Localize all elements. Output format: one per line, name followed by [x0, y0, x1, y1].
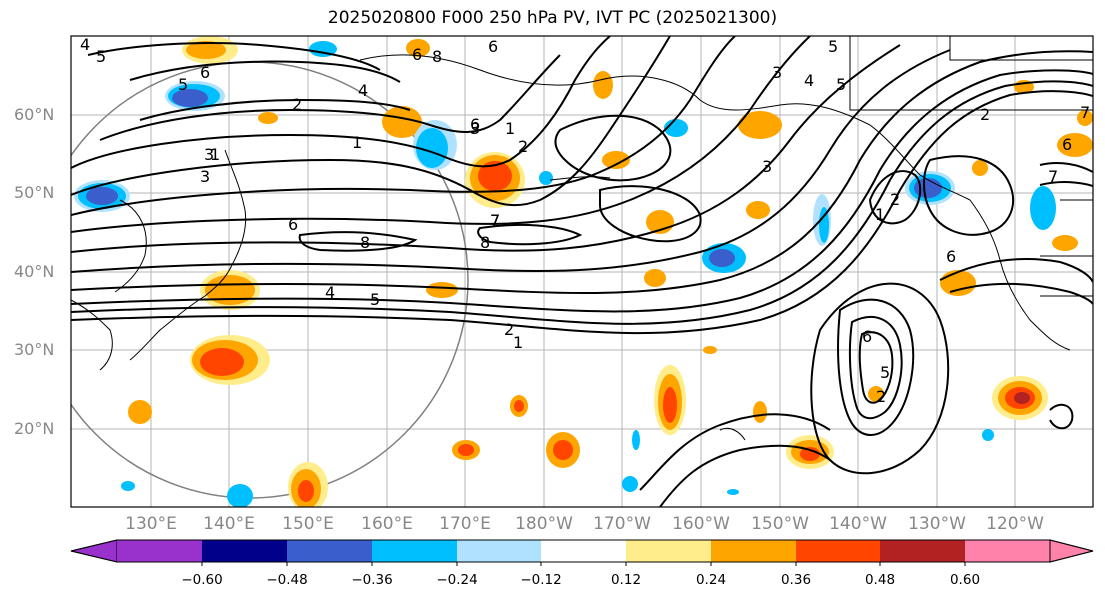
- contour-label: 5: [96, 47, 106, 66]
- contour-label: 5: [370, 290, 380, 309]
- contour-label: 1: [875, 205, 885, 224]
- contour-label: 6: [470, 115, 480, 134]
- contour-label: 4: [80, 35, 90, 54]
- contour-label: 1: [352, 133, 362, 152]
- colorbar-bin: [457, 540, 541, 562]
- contour-label: 2: [876, 387, 886, 406]
- colorbar-bin: [202, 540, 287, 562]
- contour-label: 3: [772, 63, 782, 82]
- contour-label: 4: [358, 81, 368, 100]
- colorbar-tick-label: −0.60: [181, 572, 223, 588]
- contour-label: 6: [862, 327, 872, 346]
- lat-label-50n: 50°N: [14, 183, 55, 202]
- lon-label-160w: 160°W: [672, 514, 730, 534]
- contour-label: 2: [980, 105, 990, 124]
- colorbar-tick-label: 0.24: [695, 572, 727, 588]
- colorbar-tick-label: −0.12: [520, 572, 562, 588]
- contour-label: 1: [210, 145, 220, 164]
- map-title: 2025020800 F000 250 hPa PV, IVT PC (2025…: [327, 8, 778, 28]
- contour-label: 3: [200, 167, 210, 186]
- contour-label: 2: [518, 137, 528, 156]
- lon-label-120w: 120°W: [986, 514, 1044, 534]
- colorbar-bin: [965, 540, 1050, 562]
- colorbar-bin: [796, 540, 880, 562]
- colorbar-tick-label: −0.36: [351, 572, 393, 588]
- contour-label: 6: [412, 45, 422, 64]
- lon-label-180w: 180°W: [515, 514, 573, 534]
- lon-label-150e: 150°E: [282, 514, 334, 534]
- lon-label-130e: 130°E: [125, 514, 177, 534]
- contour-label: 5: [836, 75, 846, 94]
- lat-label-30n: 30°N: [14, 340, 55, 359]
- lat-label-40n: 40°N: [14, 262, 55, 281]
- lon-label-170e: 170°E: [439, 514, 491, 534]
- colorbar-bin: [117, 540, 202, 562]
- contour-label: 7: [490, 211, 500, 230]
- colorbar-tick-label: −0.48: [266, 572, 308, 588]
- contour-label: 1: [505, 119, 515, 138]
- contour-label: 6: [488, 37, 498, 56]
- colorbar-tick-label: 0.36: [780, 572, 812, 588]
- contour-label: 5: [828, 37, 838, 56]
- positive-pv-anomalies: [128, 36, 1093, 507]
- lat-label-20n: 20°N: [14, 419, 55, 438]
- contour-label: 7: [1048, 167, 1058, 186]
- contour-label: 3: [470, 119, 480, 138]
- contour-label: 8: [360, 233, 370, 252]
- contour-labels: 4 5 5 6 2 4 3 1 6 8 7 6 8 8 6 3 1 2 7 3 …: [80, 35, 1090, 406]
- colorbar: [70, 539, 1094, 566]
- contour-label: 7: [1080, 103, 1090, 122]
- colorbar-extend-low: [70, 539, 118, 563]
- colorbar-bin: [287, 540, 372, 562]
- map-frame: [70, 35, 1094, 508]
- contour-lines: [71, 36, 1093, 507]
- contour-label: 6: [1062, 135, 1072, 154]
- lon-label-130w: 130°W: [908, 514, 966, 534]
- colorbar-bin: [711, 540, 796, 562]
- colorbar-bin: [541, 540, 626, 562]
- contour-label: 3: [762, 157, 772, 176]
- colorbar-tick-label: 0.12: [610, 572, 642, 588]
- colorbar-extend-high: [1049, 539, 1094, 563]
- contour-label: 8: [480, 233, 490, 252]
- colorbar-tick-label: 0.60: [949, 572, 981, 588]
- lon-label-150w: 150°W: [751, 514, 809, 534]
- gridlines: [71, 36, 1093, 507]
- contour-label: 2: [504, 320, 514, 339]
- contour-label: 5: [178, 75, 188, 94]
- contour-label: 6: [946, 247, 956, 266]
- contour-label: 7: [490, 211, 500, 230]
- contour-label: 4: [325, 283, 335, 302]
- contour-label: 2: [292, 95, 302, 114]
- contour-label: 2: [890, 190, 900, 209]
- contour-label: 1: [513, 333, 523, 352]
- lon-label-170w: 170°W: [593, 514, 651, 534]
- lon-label-140w: 140°W: [829, 514, 887, 534]
- lon-label-140e: 140°E: [203, 514, 255, 534]
- contour-label: 5: [880, 363, 890, 382]
- contour-label: 8: [432, 47, 442, 66]
- contour-label: 3: [204, 145, 214, 164]
- colorbar-ticks: [201, 562, 966, 566]
- colorbar-bin: [626, 540, 711, 562]
- contour-label: 6: [288, 215, 298, 234]
- colorbar-bin: [880, 540, 965, 562]
- colorbar-bin: [372, 540, 457, 562]
- lat-label-60n: 60°N: [14, 105, 55, 124]
- coastlines: [71, 36, 1093, 441]
- contour-label: 4: [804, 71, 814, 90]
- contour-label: 6: [200, 63, 210, 82]
- colorbar-tick-label: 0.48: [864, 572, 896, 588]
- lon-label-160e: 160°E: [361, 514, 413, 534]
- colorbar-tick-label: −0.24: [436, 572, 478, 588]
